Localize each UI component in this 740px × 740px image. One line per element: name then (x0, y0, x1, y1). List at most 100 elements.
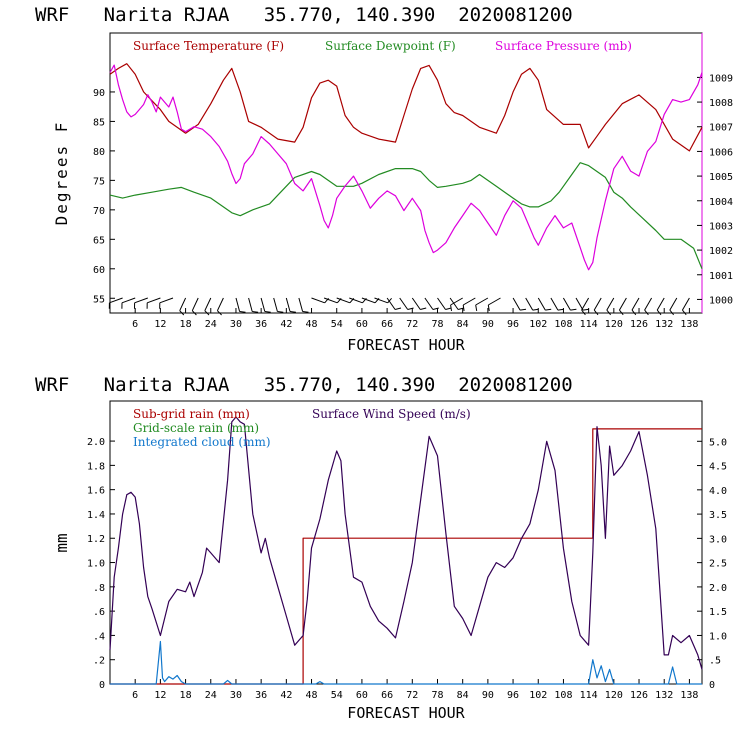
wind-barb (179, 297, 187, 311)
wind-barb-flag (217, 310, 222, 316)
wind-barb (462, 297, 476, 306)
x-tick-label: 108 (554, 319, 572, 330)
legend-dewpoint: Surface Dewpoint (F) (325, 39, 456, 53)
y2-tick-label: 4.5 (709, 462, 727, 473)
top-chart-title: WRF Narita RJAA 35.770, 140.390 20200812… (35, 4, 573, 26)
y2-tick-label: 1000 (709, 295, 733, 306)
wind-barb (323, 297, 338, 304)
x-tick-label: 120 (605, 690, 623, 701)
x-tick-label: 30 (230, 690, 242, 701)
y-tick-label: .4 (93, 631, 105, 642)
y-tick-label: 90 (93, 88, 105, 99)
x-tick-label: 24 (205, 319, 217, 330)
x-tick-label: 102 (529, 690, 547, 701)
x-tick-label: 108 (554, 690, 572, 701)
x-tick-label: 114 (580, 319, 598, 330)
wind-barb-flag (532, 308, 539, 311)
wind-barb (361, 297, 376, 304)
top-x-axis-label: FORECAST HOUR (347, 336, 465, 354)
x-tick-label: 36 (255, 319, 267, 330)
wind-barb (204, 297, 212, 311)
wind-barb (336, 297, 351, 304)
wind-barb (147, 297, 161, 304)
y-tick-label: 1.8 (87, 461, 105, 472)
x-tick-label: 6 (132, 690, 138, 701)
wind-barb-flag (545, 308, 552, 311)
wind-barb-flag (631, 309, 637, 316)
y-tick-label: .2 (93, 656, 105, 667)
y-tick-label: .6 (93, 607, 105, 618)
wind-barb (550, 297, 559, 311)
wind-barb (449, 297, 459, 310)
wind-barb-flag (619, 309, 624, 316)
wind-barb (488, 297, 501, 306)
y-tick-label: 55 (93, 294, 105, 305)
y2-tick-label: 3.0 (709, 534, 727, 545)
wind-barb (562, 297, 571, 311)
wind-barb-flag (450, 304, 452, 311)
temperature-chart: WRF Narita RJAA 35.770, 140.390 20200812… (35, 4, 733, 354)
x-tick-label: 12 (154, 319, 166, 330)
wind-barb-flag (179, 310, 185, 316)
y2-tick-label: 1.5 (709, 607, 727, 618)
wind-barb (191, 297, 199, 311)
legend-pressure: Surface Pressure (mb) (495, 39, 632, 53)
x-tick-label: 48 (306, 690, 318, 701)
y-tick-label: 60 (93, 265, 105, 276)
y2-tick-label: 4.0 (709, 486, 727, 497)
bottom-y-ticks: 0 .2 .4 .6 .8 1.0 1.2 1.4 1.6 1.8 2.0 (87, 437, 115, 691)
y-tick-label: 65 (93, 235, 105, 246)
x-tick-label: 12 (154, 690, 166, 701)
wind-barbs (108, 297, 690, 316)
top-x-ticks: 6 12 18 24 30 36 42 48 54 60 66 72 78 84 90 96 102 108 114… (132, 308, 698, 330)
y2-tick-label: 1008 (709, 98, 733, 109)
temperature-line (109, 63, 703, 152)
y-tick-label: 80 (93, 147, 105, 158)
y2-tick-label: 1006 (709, 147, 733, 158)
y2-tick-label: 2.0 (709, 583, 727, 594)
wind-barb (399, 297, 409, 310)
wind-barb-flag (656, 309, 662, 316)
x-tick-label: 96 (507, 690, 519, 701)
x-tick-label: 36 (255, 690, 267, 701)
wind-barb (134, 297, 148, 304)
integrated-cloud-line (110, 640, 702, 685)
bottom-x-axis-label: FORECAST HOUR (347, 704, 465, 722)
wind-speed-line (109, 416, 703, 670)
x-tick-label: 84 (457, 690, 469, 701)
x-tick-label: 54 (331, 690, 343, 701)
bottom-y2-ticks: 0 .5 1.0 1.5 2.0 2.5 3.0 3.5 4.0 4.5 5.0 (697, 437, 727, 691)
top-y2-ticks: 1000 1001 1002 1003 1004 1005 1006 1007 1008 1009 (697, 73, 733, 306)
y-tick-label: 2.0 (87, 437, 105, 448)
wind-barb (681, 297, 690, 311)
wind-barb (349, 297, 363, 304)
wind-barb-flag (669, 309, 674, 316)
wind-barb (424, 297, 434, 310)
x-tick-label: 60 (356, 319, 368, 330)
wind-barb-flag (644, 309, 649, 316)
wind-barb (606, 297, 615, 311)
wind-barb-flag (387, 297, 392, 304)
wind-barb-flag (289, 311, 296, 313)
y2-tick-label: 1004 (709, 197, 733, 208)
y2-tick-label: 2.5 (709, 559, 727, 570)
x-tick-label: 24 (205, 690, 217, 701)
x-tick-label: 66 (381, 319, 393, 330)
y-tick-label: 1.0 (87, 559, 105, 570)
wind-barb (374, 297, 388, 304)
x-tick-label: 138 (680, 319, 698, 330)
wind-barb-flag (445, 307, 452, 310)
wind-barb (631, 297, 640, 311)
wind-barb (285, 297, 291, 312)
wind-barb-flag (582, 308, 590, 311)
x-tick-label: 42 (280, 319, 292, 330)
wind-barb-flag (277, 311, 284, 313)
wind-barb (644, 297, 653, 311)
wind-barb (273, 297, 278, 312)
x-tick-label: 126 (630, 319, 648, 330)
wind-barb-flag (581, 309, 586, 316)
wind-barb-flag (487, 304, 490, 311)
wind-barb-flag (520, 308, 527, 311)
y-tick-label: 1.6 (87, 486, 105, 497)
